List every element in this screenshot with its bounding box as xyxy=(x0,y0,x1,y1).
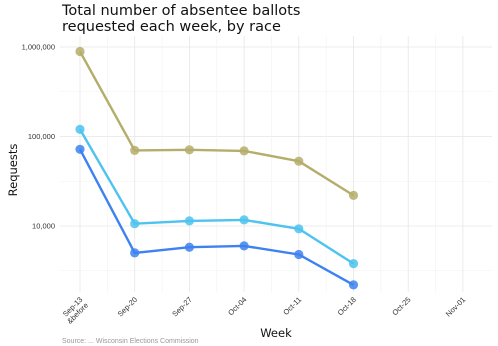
x-tick-label: Nov-01 xyxy=(444,295,467,318)
series-line xyxy=(78,128,355,265)
chart-title-line-2: requested each week, by race xyxy=(62,19,281,35)
data-point xyxy=(294,224,304,234)
data-point xyxy=(348,190,359,200)
source-caption: Source: ... Wisconsin Elections Commissi… xyxy=(62,338,199,345)
y-axis-ticks: 10,000 100,000 1,000,000 xyxy=(22,43,55,231)
x-tick-label-part: Oct-18 xyxy=(336,295,358,317)
series-layer xyxy=(75,46,359,290)
data-point xyxy=(239,241,249,251)
data-point xyxy=(239,146,249,156)
data-point xyxy=(348,259,359,269)
x-tick-label: Sep-27 xyxy=(170,295,193,318)
data-point xyxy=(130,145,140,155)
data-point xyxy=(239,215,249,225)
y-axis-title: Requests xyxy=(6,144,20,197)
series-line xyxy=(78,148,355,286)
y-tick-label: 1,000,000 xyxy=(22,43,55,52)
data-point xyxy=(348,280,359,290)
x-tick-label: Oct-11 xyxy=(281,295,303,317)
x-tick-label: Oct-18 xyxy=(336,295,358,317)
data-point xyxy=(75,144,85,154)
x-tick-label-part: Oct-11 xyxy=(281,295,303,317)
data-point xyxy=(294,249,304,260)
x-tick-label: Sep-13&before xyxy=(59,295,90,326)
data-point xyxy=(130,248,140,258)
x-tick-label-part: Oct-04 xyxy=(226,295,248,317)
y-tick-label: 100,000 xyxy=(28,132,55,141)
chart-title: Total number of absentee ballots request… xyxy=(62,3,492,35)
data-point xyxy=(184,242,194,252)
x-axis-ticks: Sep-13&before Sep-20 Sep-27 Oct-04 Oct-11 Oct… xyxy=(59,295,467,326)
data-point xyxy=(184,145,194,155)
series-line xyxy=(78,50,355,197)
x-tick-label: Oct-25 xyxy=(390,295,412,317)
x-tick-label-part: Nov-01 xyxy=(444,295,467,318)
x-tick-label: Oct-04 xyxy=(226,295,248,317)
data-point xyxy=(75,124,85,134)
y-tick-label: 10,000 xyxy=(32,222,55,231)
grid xyxy=(60,36,492,292)
data-point xyxy=(294,156,304,166)
chart-title-line-1: Total number of absentee ballots xyxy=(62,3,301,19)
x-tick-label-part: Oct-25 xyxy=(390,295,412,317)
x-tick-label-part: Sep-27 xyxy=(170,295,193,318)
data-point xyxy=(75,46,85,57)
data-point xyxy=(130,219,140,229)
x-tick-label: Sep-20 xyxy=(116,295,139,318)
data-point xyxy=(184,216,194,226)
x-tick-label-part: Sep-20 xyxy=(116,295,139,318)
x-axis-title: Week xyxy=(260,326,292,340)
